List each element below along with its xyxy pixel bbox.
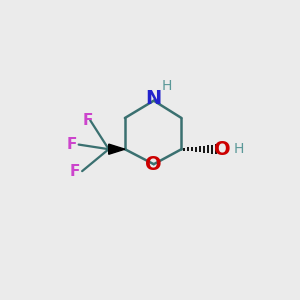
Text: O: O — [214, 140, 230, 159]
Polygon shape — [109, 144, 125, 154]
Text: N: N — [146, 89, 162, 108]
Text: H: H — [161, 79, 172, 93]
Text: F: F — [70, 164, 80, 178]
Text: O: O — [146, 155, 162, 174]
Text: H: H — [234, 142, 244, 156]
Text: F: F — [67, 137, 77, 152]
Text: F: F — [83, 113, 93, 128]
